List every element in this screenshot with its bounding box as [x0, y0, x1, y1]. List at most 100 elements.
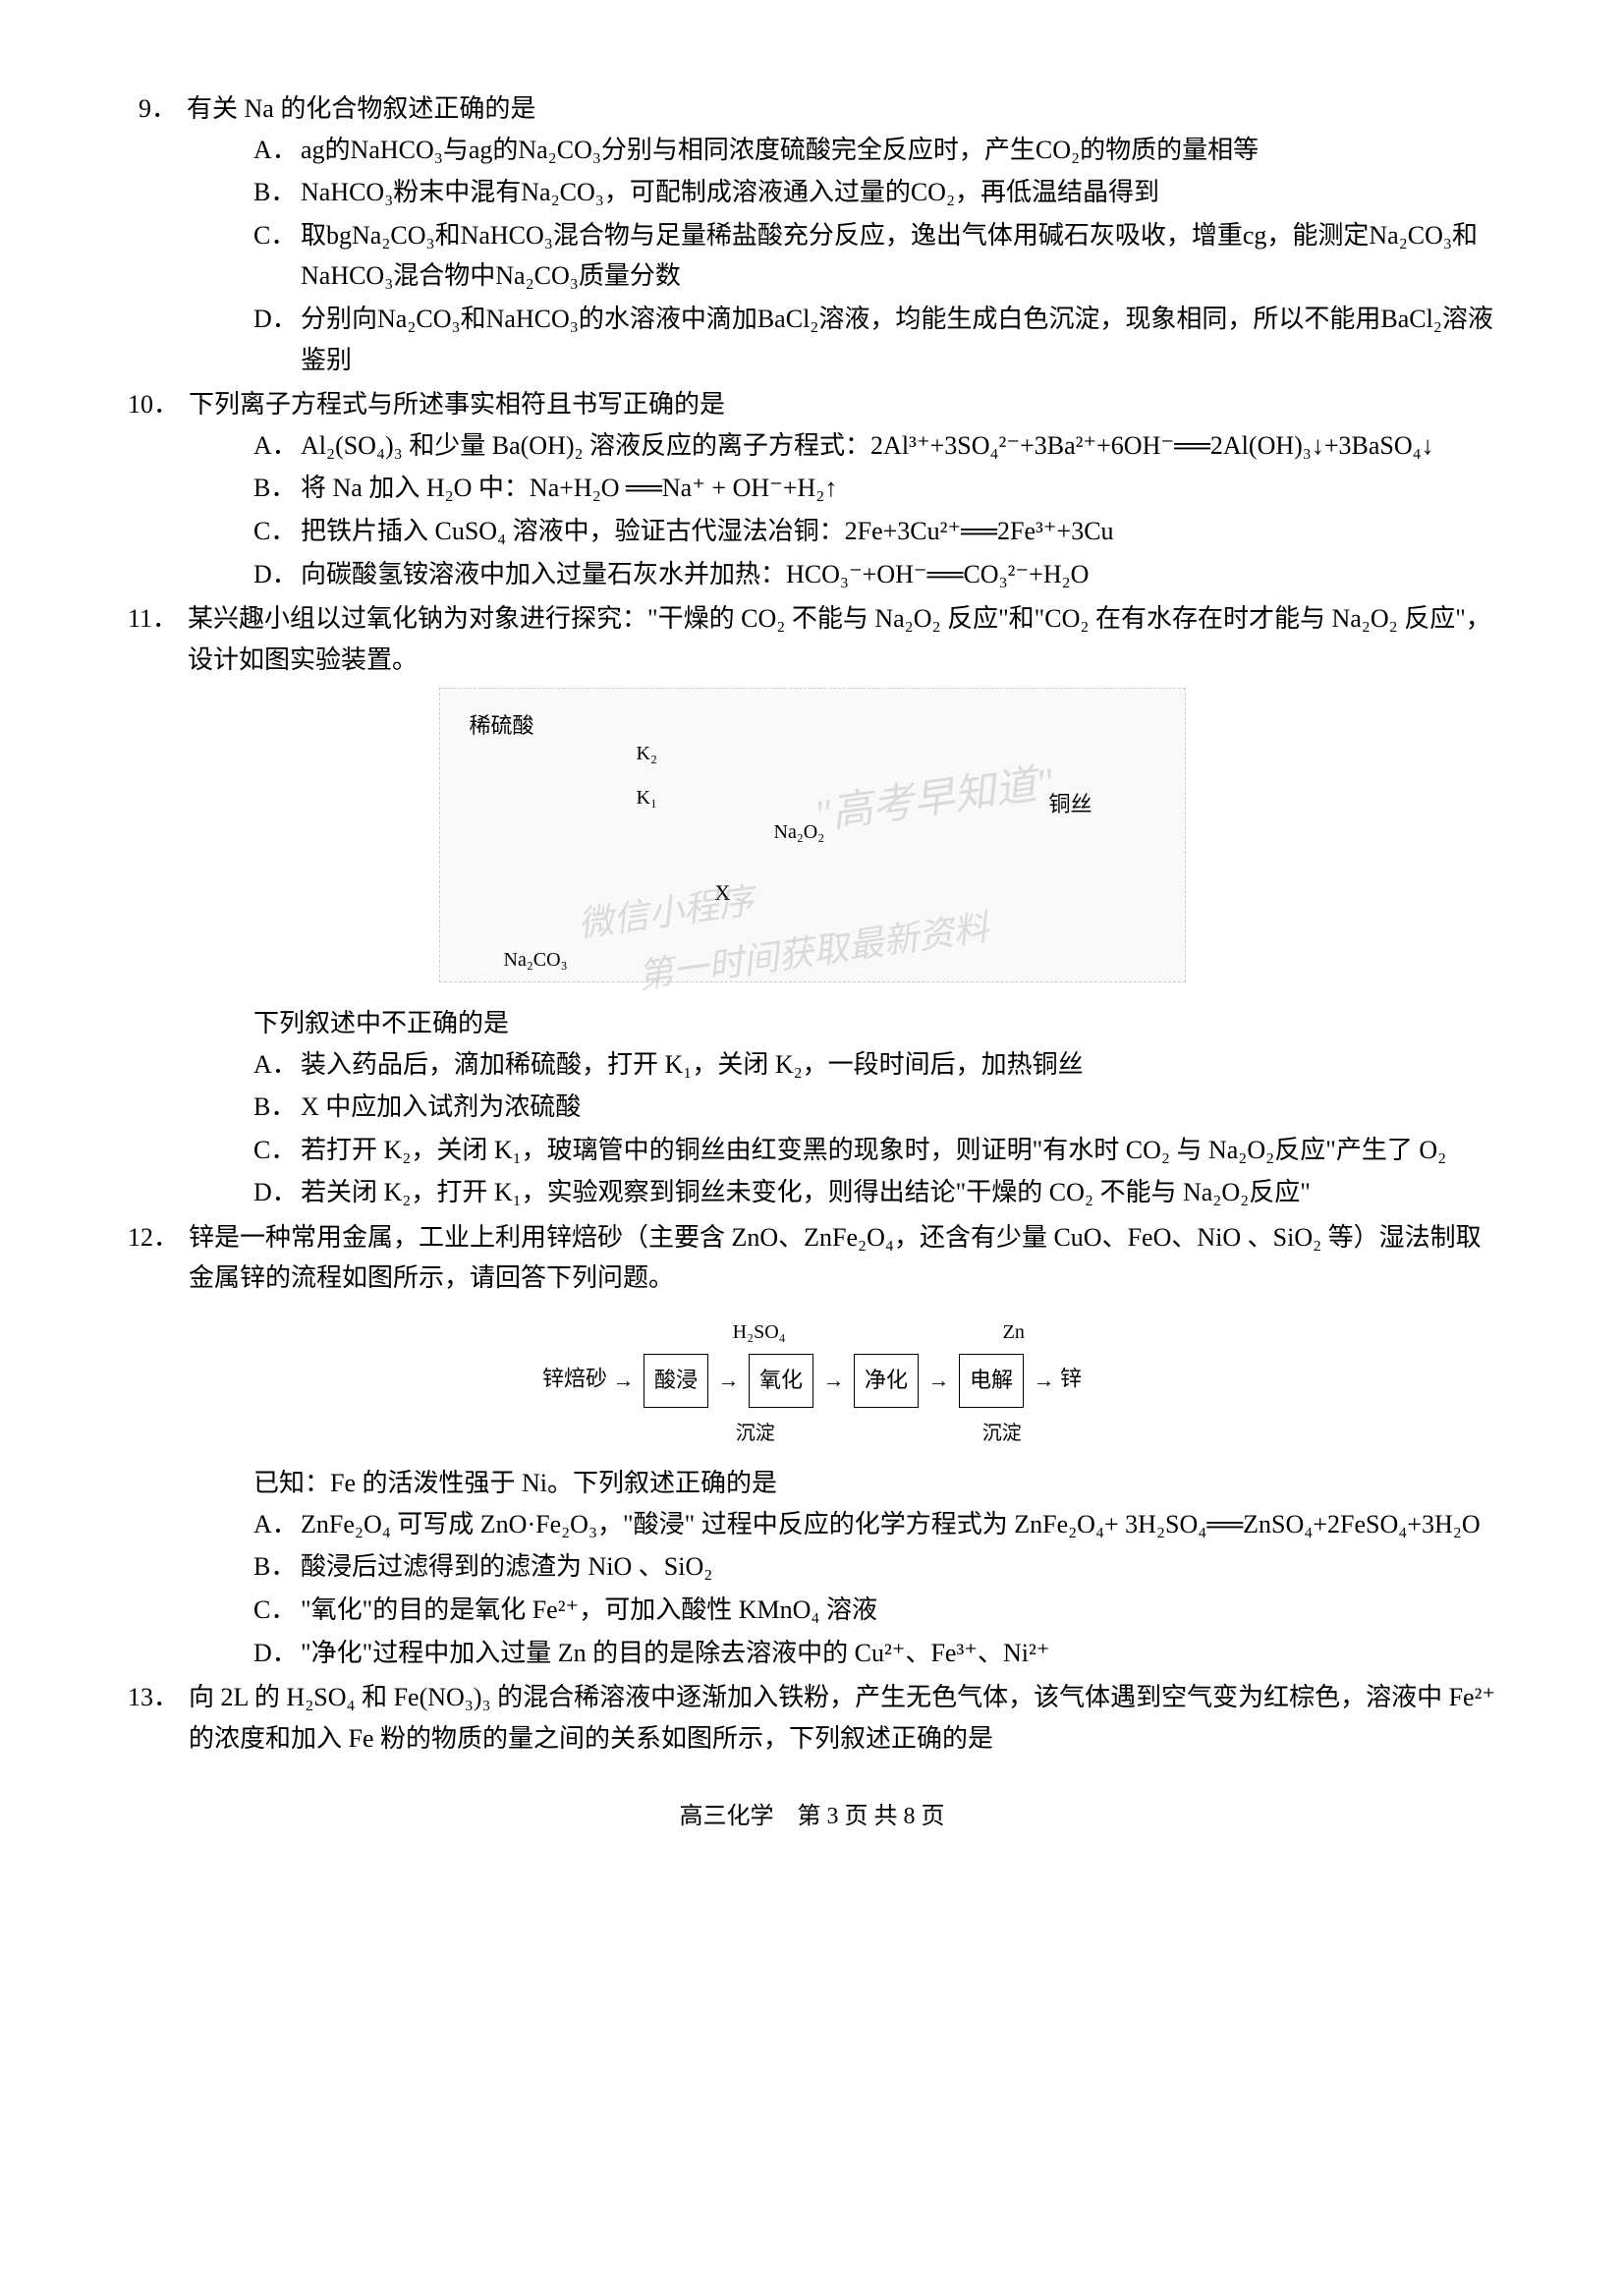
option-text: ag的NaHCO₃与ag的Na₂CO₃分别与相同浓度硫酸完全反应时，产生CO₂的…	[301, 130, 1496, 171]
q11-options: A． 装入药品后，滴加稀硫酸，打开 K₁，关闭 K₂，一段时间后，加热铜丝 B．…	[128, 1044, 1496, 1213]
q11-figure: 稀硫酸 K₂ K₁ Na₂CO₃ X Na₂O₂ 铜丝 "高考早知道" 微信小程…	[128, 688, 1496, 995]
figure-label: 铜丝	[1049, 787, 1092, 821]
arrow-icon: →	[823, 1357, 845, 1404]
option-text: 向碳酸氢铵溶液中加入过量石灰水并加热：HCO₃⁻+OH⁻══CO₃²⁻+H₂O	[301, 554, 1496, 595]
question-9: 9． 有关 Na 的化合物叙述正确的是 A． ag的NaHCO₃与ag的Na₂C…	[128, 88, 1496, 380]
q12-option-b: B． 酸浸后过滤得到的滤渣为 NiO 、SiO₂	[253, 1546, 1496, 1588]
option-label: D．	[253, 1172, 301, 1213]
watermark-text: 第一时间获取最新资料	[634, 901, 992, 1006]
q9-option-d: D． 分别向Na₂CO₃和NaHCO₃的水溶液中滴加BaCl₂溶液，均能生成白色…	[253, 299, 1496, 380]
q11-option-d: D． 若关闭 K₂，打开 K₁，实验观察到铜丝未变化，则得出结论"干燥的 CO₂…	[253, 1172, 1496, 1213]
q12-number: 12．	[128, 1217, 189, 1258]
flow-bottom-label: 沉淀	[982, 1412, 1022, 1455]
figure-label: Na₂CO₃	[504, 944, 568, 976]
option-text: 把铁片插入 CuSO₄ 溶液中，验证古代湿法冶铜：2Fe+3Cu²⁺══2Fe³…	[301, 511, 1496, 552]
flow-box: 酸浸	[644, 1354, 708, 1407]
q12-figure: H₂SO₄ Zn 锌焙砂 → 酸浸 → 氧化 → 净化 → 电解 → 锌 沉淀	[128, 1307, 1496, 1455]
q12-option-c: C． "氧化"的目的是氧化 Fe²⁺，可加入酸性 KMnO₄ 溶液	[253, 1590, 1496, 1631]
q12-stem: 12． 锌是一种常用金属，工业上利用锌焙砂（主要含 ZnO、ZnFe₂O₄，还含…	[128, 1217, 1496, 1299]
option-text: NaHCO₃粉末中混有Na₂CO₃，可配制成溶液通入过量的CO₂，再低温结晶得到	[301, 172, 1496, 213]
flow-box: 氧化	[749, 1354, 813, 1407]
option-label: B．	[253, 1087, 301, 1128]
q11-option-c: C． 若打开 K₂，关闭 K₁，玻璃管中的铜丝由红变黑的现象时，则证明"有水时 …	[253, 1130, 1496, 1171]
arrow-icon: →	[717, 1357, 739, 1404]
option-label: A．	[253, 1504, 301, 1545]
figure-label: 稀硫酸	[470, 708, 534, 743]
figure-label: K₂	[637, 738, 657, 769]
flow-diagram: H₂SO₄ Zn 锌焙砂 → 酸浸 → 氧化 → 净化 → 电解 → 锌 沉淀	[128, 1307, 1496, 1455]
q12-option-d: D． "净化"过程中加入过量 Zn 的目的是除去溶液中的 Cu²⁺、Fe³⁺、N…	[253, 1633, 1496, 1674]
q10-option-b: B． 将 Na 加入 H₂O 中：Na+H₂O ══Na⁺ + OH⁻+H₂↑	[253, 468, 1496, 509]
option-text: 分别向Na₂CO₃和NaHCO₃的水溶液中滴加BaCl₂溶液，均能生成白色沉淀，…	[301, 299, 1496, 380]
option-text: Al₂(SO₄)₃ 和少量 Ba(OH)₂ 溶液反应的离子方程式：2Al³⁺+3…	[301, 425, 1496, 467]
q13-stem: 13． 向 2L 的 H₂SO₄ 和 Fe(NO₃)₃ 的混合稀溶液中逐渐加入铁…	[128, 1677, 1496, 1759]
q12-options: A． ZnFe₂O₄ 可写成 ZnO·Fe₂O₃，"酸浸" 过程中反应的化学方程…	[128, 1504, 1496, 1673]
q13-number: 13．	[128, 1677, 189, 1718]
question-11: 11． 某兴趣小组以过氧化钠为对象进行探究："干燥的 CO₂ 不能与 Na₂O₂…	[128, 598, 1496, 1213]
q10-option-d: D． 向碳酸氢铵溶液中加入过量石灰水并加热：HCO₃⁻+OH⁻══CO₃²⁻+H…	[253, 554, 1496, 595]
option-label: D．	[253, 1633, 301, 1674]
q10-number: 10．	[128, 384, 189, 425]
option-label: C．	[253, 511, 301, 552]
flow-top-label: Zn	[1003, 1311, 1025, 1354]
apparatus-diagram: 稀硫酸 K₂ K₁ Na₂CO₃ X Na₂O₂ 铜丝 "高考早知道" 微信小程…	[439, 688, 1186, 982]
flow-bottom-row: 沉淀 沉淀	[128, 1408, 1496, 1455]
option-label: B．	[253, 468, 301, 509]
flow-top-label: H₂SO₄	[733, 1311, 786, 1354]
q10-option-c: C． 把铁片插入 CuSO₄ 溶液中，验证古代湿法冶铜：2Fe+3Cu²⁺══2…	[253, 511, 1496, 552]
q9-stem: 9． 有关 Na 的化合物叙述正确的是	[128, 88, 1496, 130]
option-label: C．	[253, 1130, 301, 1171]
q11-option-b: B． X 中应加入试剂为浓硫酸	[253, 1087, 1496, 1128]
arrow-icon: →	[612, 1357, 634, 1404]
q10-stem: 10． 下列离子方程式与所述事实相符且书写正确的是	[128, 384, 1496, 425]
flow-output: 锌	[1060, 1367, 1082, 1391]
figure-label: Na₂O₂	[774, 816, 825, 848]
q10-options: A． Al₂(SO₄)₃ 和少量 Ba(OH)₂ 溶液反应的离子方程式：2Al³…	[128, 425, 1496, 594]
q10-option-a: A． Al₂(SO₄)₃ 和少量 Ba(OH)₂ 溶液反应的离子方程式：2Al³…	[253, 425, 1496, 467]
question-13: 13． 向 2L 的 H₂SO₄ 和 Fe(NO₃)₃ 的混合稀溶液中逐渐加入铁…	[128, 1677, 1496, 1759]
q10-text: 下列离子方程式与所述事实相符且书写正确的是	[189, 384, 1496, 425]
q12-text: 锌是一种常用金属，工业上利用锌焙砂（主要含 ZnO、ZnFe₂O₄，还含有少量 …	[189, 1217, 1496, 1299]
option-text: 将 Na 加入 H₂O 中：Na+H₂O ══Na⁺ + OH⁻+H₂↑	[301, 468, 1496, 509]
arrow-icon: →	[1034, 1357, 1055, 1404]
watermark-text: "高考早知道"	[810, 752, 1057, 851]
q9-number: 9．	[128, 88, 187, 130]
option-label: A．	[253, 425, 301, 467]
q9-options: A． ag的NaHCO₃与ag的Na₂CO₃分别与相同浓度硫酸完全反应时，产生C…	[128, 130, 1496, 381]
option-text: "净化"过程中加入过量 Zn 的目的是除去溶液中的 Cu²⁺、Fe³⁺、Ni²⁺	[301, 1633, 1496, 1674]
flow-main-row: 锌焙砂 → 酸浸 → 氧化 → 净化 → 电解 → 锌	[128, 1354, 1496, 1407]
q11-text: 某兴趣小组以过氧化钠为对象进行探究："干燥的 CO₂ 不能与 Na₂O₂ 反应"…	[188, 598, 1496, 680]
option-label: D．	[253, 554, 301, 595]
flow-bottom-label: 沉淀	[736, 1412, 775, 1455]
q9-option-a: A． ag的NaHCO₃与ag的Na₂CO₃分别与相同浓度硫酸完全反应时，产生C…	[253, 130, 1496, 171]
q12-continuation: 已知：Fe 的活泼性强于 Ni。下列叙述正确的是	[128, 1463, 1496, 1504]
option-label: A．	[253, 1044, 301, 1086]
q9-option-b: B． NaHCO₃粉末中混有Na₂CO₃，可配制成溶液通入过量的CO₂，再低温结…	[253, 172, 1496, 213]
option-text: 若关闭 K₂，打开 K₁，实验观察到铜丝未变化，则得出结论"干燥的 CO₂ 不能…	[301, 1172, 1496, 1213]
option-text: 若打开 K₂，关闭 K₁，玻璃管中的铜丝由红变黑的现象时，则证明"有水时 CO₂…	[301, 1130, 1496, 1171]
flow-box: 净化	[854, 1354, 919, 1407]
q11-option-a: A． 装入药品后，滴加稀硫酸，打开 K₁，关闭 K₂，一段时间后，加热铜丝	[253, 1044, 1496, 1086]
option-text: "氧化"的目的是氧化 Fe²⁺，可加入酸性 KMnO₄ 溶液	[301, 1590, 1496, 1631]
page-footer: 高三化学 第 3 页 共 8 页	[128, 1798, 1496, 1835]
option-text: X 中应加入试剂为浓硫酸	[301, 1087, 1496, 1128]
q13-text: 向 2L 的 H₂SO₄ 和 Fe(NO₃)₃ 的混合稀溶液中逐渐加入铁粉，产生…	[189, 1677, 1496, 1759]
option-text: 酸浸后过滤得到的滤渣为 NiO 、SiO₂	[301, 1546, 1496, 1588]
q9-text: 有关 Na 的化合物叙述正确的是	[187, 88, 1496, 130]
option-label: C．	[253, 1590, 301, 1631]
figure-label: X	[715, 875, 731, 910]
option-label: C．	[253, 215, 301, 256]
q11-stem: 11． 某兴趣小组以过氧化钠为对象进行探究："干燥的 CO₂ 不能与 Na₂O₂…	[128, 598, 1496, 680]
option-label: B．	[253, 1546, 301, 1588]
flow-top-row: H₂SO₄ Zn	[128, 1307, 1496, 1354]
question-12: 12． 锌是一种常用金属，工业上利用锌焙砂（主要含 ZnO、ZnFe₂O₄，还含…	[128, 1217, 1496, 1673]
option-label: D．	[253, 299, 301, 340]
option-text: 取bgNa₂CO₃和NaHCO₃混合物与足量稀盐酸充分反应，逸出气体用碱石灰吸收…	[301, 215, 1496, 297]
flow-box: 电解	[959, 1354, 1024, 1407]
option-label: A．	[253, 130, 301, 171]
q9-option-c: C． 取bgNa₂CO₃和NaHCO₃混合物与足量稀盐酸充分反应，逸出气体用碱石…	[253, 215, 1496, 297]
question-10: 10． 下列离子方程式与所述事实相符且书写正确的是 A． Al₂(SO₄)₃ 和…	[128, 384, 1496, 594]
flow-input: 锌焙砂	[542, 1367, 607, 1391]
q11-continuation: 下列叙述中不正确的是	[128, 1003, 1496, 1044]
option-text: ZnFe₂O₄ 可写成 ZnO·Fe₂O₃，"酸浸" 过程中反应的化学方程式为 …	[301, 1504, 1496, 1545]
